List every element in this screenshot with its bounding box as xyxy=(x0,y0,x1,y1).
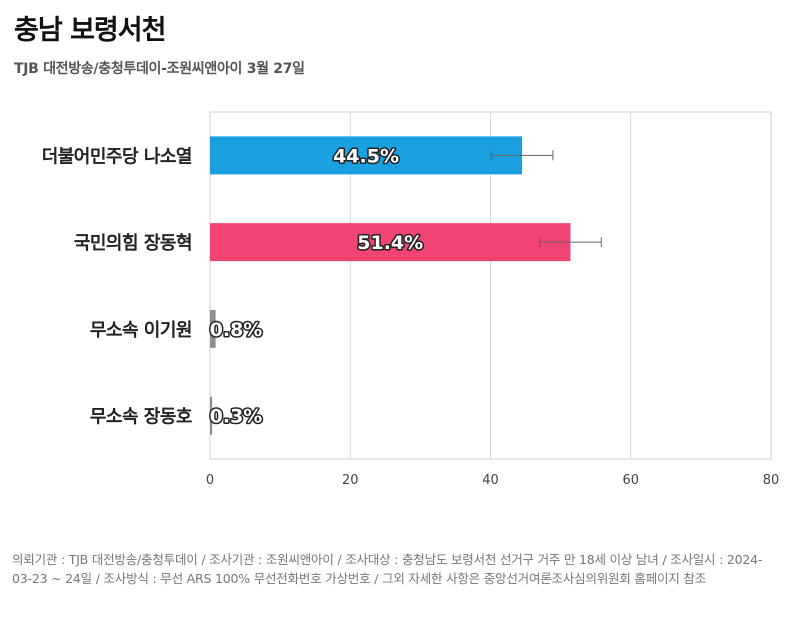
category-label: 국민의힘 장동혁 xyxy=(74,232,192,254)
value-label: 44.5% xyxy=(333,145,399,167)
value-label: 51.4% xyxy=(357,232,423,254)
x-tick-label: 0 xyxy=(206,473,214,488)
category-label: 더불어민주당 나소열 xyxy=(42,146,192,167)
footnote: 의뢰기관 : TJB 대전방송/충청투데이 / 조사기관 : 조원씨앤아이 / … xyxy=(12,552,763,586)
bar xyxy=(210,396,213,435)
value-label: 0.8% xyxy=(210,319,263,341)
page-subtitle: TJB 대전방송/충청투데이-조원씨앤아이 3월 27일 xyxy=(14,61,305,77)
category-label: 무소속 장동호 xyxy=(90,407,192,428)
x-tick-label: 60 xyxy=(622,473,639,488)
category-label: 무소속 이기원 xyxy=(90,320,192,341)
value-label: 0.3% xyxy=(210,406,263,428)
x-tick-label: 20 xyxy=(342,473,359,488)
bar xyxy=(210,223,571,262)
bar xyxy=(210,309,216,348)
page-title: 충남 보령서천 xyxy=(14,15,166,46)
bar xyxy=(210,136,523,175)
x-tick-label: 80 xyxy=(763,473,780,488)
x-tick-label: 40 xyxy=(482,473,499,488)
poll-bar-chart: 더불어민주당 나소열 44.5% 국민의힘 장동혁 51.4% 무소속 이기원 0.8% 무… xyxy=(42,111,780,488)
